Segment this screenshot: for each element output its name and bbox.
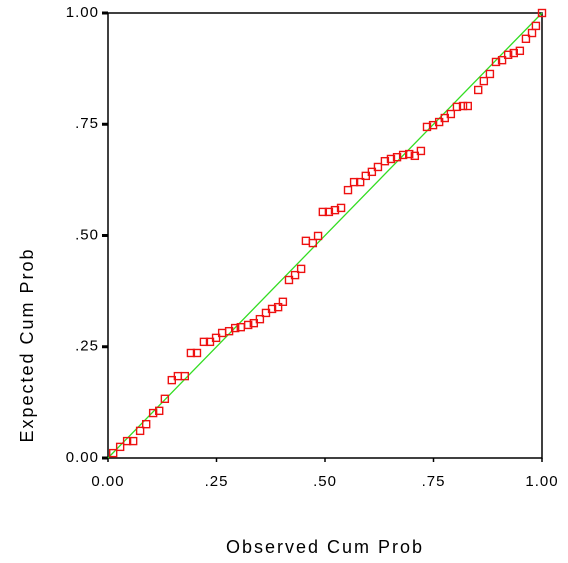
point xyxy=(115,442,125,452)
x-axis-title: Observed Cum Prob xyxy=(226,537,424,557)
point xyxy=(273,302,283,312)
point xyxy=(155,406,164,416)
point xyxy=(531,21,541,31)
x-tick-label: .75 xyxy=(422,473,446,490)
point xyxy=(255,314,265,324)
point xyxy=(509,48,518,58)
point xyxy=(491,57,501,67)
point xyxy=(148,408,158,418)
point xyxy=(192,348,202,358)
reference-line xyxy=(107,12,543,459)
point xyxy=(313,231,323,241)
y-tick-label: 1.00 xyxy=(66,4,99,21)
point xyxy=(380,156,390,166)
point xyxy=(128,436,138,446)
point xyxy=(485,69,495,79)
point xyxy=(446,109,456,119)
point xyxy=(199,337,209,347)
point xyxy=(160,394,170,404)
x-tick-label: .25 xyxy=(205,473,229,490)
point xyxy=(392,152,402,162)
point xyxy=(278,297,288,307)
point xyxy=(404,149,414,159)
x-tick-label: .50 xyxy=(313,473,337,490)
point xyxy=(324,207,334,217)
point xyxy=(497,55,507,65)
point xyxy=(422,122,432,132)
point xyxy=(243,320,253,330)
point xyxy=(386,154,396,164)
x-tick-label: 0.00 xyxy=(91,473,124,490)
point xyxy=(308,238,318,248)
point xyxy=(180,371,190,381)
point xyxy=(267,304,277,314)
point xyxy=(349,177,359,187)
point xyxy=(398,150,408,160)
point xyxy=(463,101,472,111)
y-tick-label: 0.00 xyxy=(66,449,99,466)
point xyxy=(343,185,353,195)
point xyxy=(135,426,145,436)
point xyxy=(521,34,531,44)
point xyxy=(336,203,346,213)
point xyxy=(330,205,340,215)
point xyxy=(503,50,513,60)
y-tick-label: .50 xyxy=(75,226,99,243)
point xyxy=(537,8,547,18)
point xyxy=(452,102,462,112)
x-tick-label: 1.00 xyxy=(525,473,558,490)
point xyxy=(355,177,365,187)
point xyxy=(109,448,118,458)
point xyxy=(410,151,420,161)
point xyxy=(458,101,468,111)
point xyxy=(211,333,221,343)
point xyxy=(373,162,383,172)
point xyxy=(230,323,240,333)
point xyxy=(318,207,328,217)
point xyxy=(515,46,525,56)
point xyxy=(141,419,151,429)
point xyxy=(416,146,426,156)
y-tick-label: .25 xyxy=(75,338,99,355)
point xyxy=(290,270,300,280)
point xyxy=(186,348,196,358)
point xyxy=(367,167,377,177)
y-axis-title: Expected Cum Prob xyxy=(17,247,37,442)
y-tick-label: .75 xyxy=(75,115,99,132)
point xyxy=(296,264,306,274)
point xyxy=(301,236,311,246)
point xyxy=(474,85,483,95)
point xyxy=(479,76,489,86)
point xyxy=(122,436,132,446)
point xyxy=(284,275,294,285)
